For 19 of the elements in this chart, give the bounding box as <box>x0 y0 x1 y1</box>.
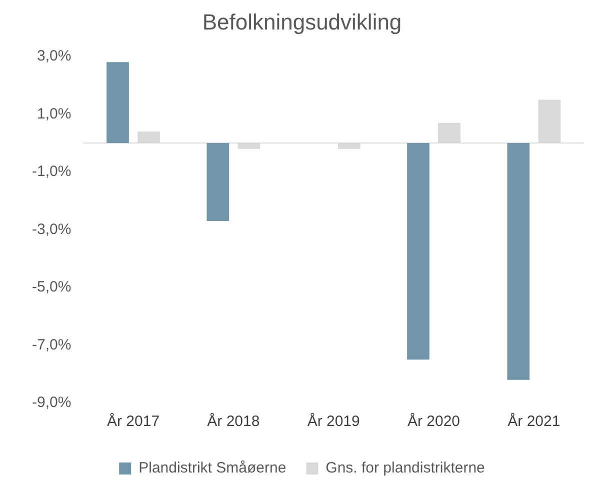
bar <box>106 62 129 144</box>
y-tick-label: -5,0% <box>32 278 72 296</box>
y-tick-label: 3,0% <box>36 48 72 65</box>
x-tick-label: År 2018 <box>207 412 260 430</box>
y-tick-label: 1,0% <box>36 105 72 122</box>
x-tick-label: År 2017 <box>106 412 160 430</box>
legend-label: Gns. for plandistrikterne <box>326 460 485 477</box>
y-tick-label: -7,0% <box>32 336 72 354</box>
bar <box>507 143 530 380</box>
y-tick-label: -1,0% <box>32 163 72 180</box>
x-tick-label: År 2021 <box>508 412 560 430</box>
x-tick-label: År 2020 <box>407 412 460 430</box>
bar <box>206 143 230 222</box>
y-tick-label: -3,0% <box>32 220 72 238</box>
bar <box>407 143 430 360</box>
chart-title: Befolkningsudvikling <box>202 9 402 34</box>
legend-label: Plandistrikt Småøerne <box>138 460 286 477</box>
x-tick-label: År 2019 <box>307 412 360 430</box>
y-tick-label: -9,0% <box>32 394 72 412</box>
